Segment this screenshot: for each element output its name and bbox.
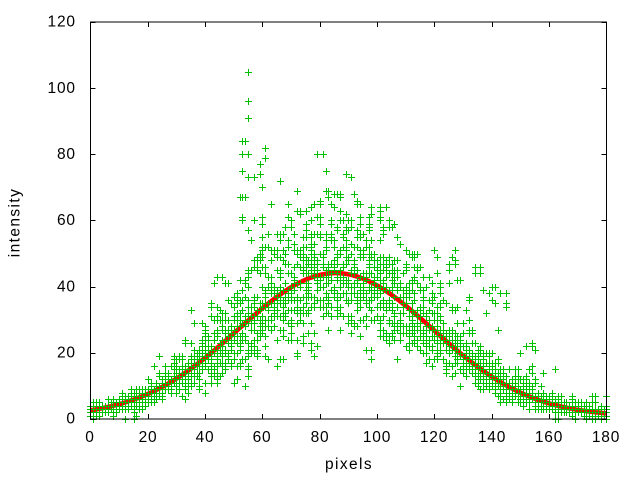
svg-text:20: 20 <box>57 345 76 362</box>
svg-text:80: 80 <box>311 429 330 446</box>
svg-text:180: 180 <box>592 429 620 446</box>
svg-text:140: 140 <box>478 429 506 446</box>
svg-text:20: 20 <box>139 429 158 446</box>
svg-text:80: 80 <box>57 146 76 163</box>
svg-text:0: 0 <box>66 411 75 428</box>
svg-text:pixels: pixels <box>325 456 373 473</box>
svg-text:120: 120 <box>48 14 76 31</box>
svg-text:100: 100 <box>363 429 391 446</box>
svg-text:160: 160 <box>535 429 563 446</box>
svg-text:0: 0 <box>85 429 94 446</box>
svg-text:60: 60 <box>57 212 76 229</box>
svg-text:40: 40 <box>57 278 76 295</box>
svg-text:intensity: intensity <box>7 188 24 257</box>
svg-text:120: 120 <box>420 429 448 446</box>
svg-text:40: 40 <box>196 429 215 446</box>
svg-text:60: 60 <box>253 429 272 446</box>
svg-text:100: 100 <box>48 80 76 97</box>
